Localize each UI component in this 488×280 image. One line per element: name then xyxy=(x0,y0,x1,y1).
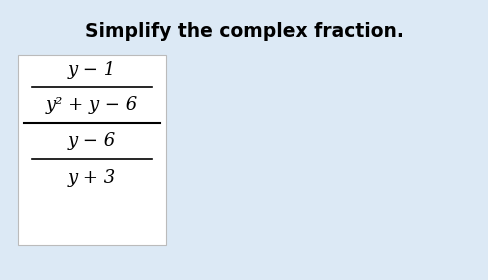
Text: y − 6: y − 6 xyxy=(68,132,116,150)
FancyBboxPatch shape xyxy=(18,55,166,245)
Text: y + 3: y + 3 xyxy=(68,169,116,187)
Text: Simplify the complex fraction.: Simplify the complex fraction. xyxy=(84,22,404,41)
Text: y² + y − 6: y² + y − 6 xyxy=(46,96,138,114)
Text: y − 1: y − 1 xyxy=(68,61,116,79)
